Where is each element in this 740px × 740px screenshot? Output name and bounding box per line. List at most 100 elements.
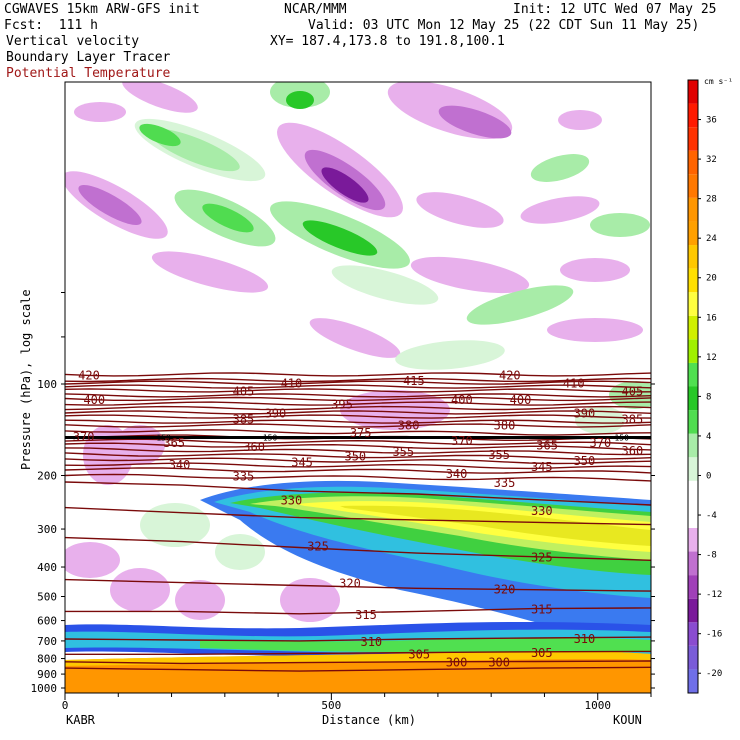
colorbar-tick-label: 16 [706,313,717,323]
colorbar-tick-label: -12 [706,590,722,600]
theta-contour-label: 390 [265,406,287,420]
y-tick-label: 800 [37,653,57,666]
theta-contour-label: 375 [350,426,372,440]
colorbar-swatch [688,433,698,458]
theta-contour-label: 310 [360,635,382,649]
colorbar-swatch [688,221,698,246]
theta-contour-line [65,660,651,665]
colorbar-swatch [688,362,698,387]
y-tick-label: 100 [37,378,57,391]
theta-contour-label: 305 [408,647,430,661]
colorbar-swatch [688,457,698,481]
theta-contour-line [65,457,651,465]
colorbar-swatch [688,527,698,552]
colorbar-swatch [688,622,698,646]
y-tick-label: 300 [37,523,57,536]
theta-contour-line [65,372,651,377]
colorbar-frame [687,79,699,694]
x-tick-label: 0 [62,699,69,712]
theta-contour-label: 340 [169,458,191,472]
colorbar-swatch [688,575,698,599]
y-tick-label: 900 [37,668,57,681]
lower-layer-green [200,637,651,652]
theta-contour-label: 410 [563,377,585,391]
colorbar-swatch [688,551,698,576]
colorbar-swatch [688,410,698,434]
theta-contour-line [65,442,651,451]
theta-contour-line [65,377,651,383]
theta-contour-label: 320 [339,577,361,591]
colorbar-swatch [688,669,698,693]
theta-contour-label: 315 [355,608,377,622]
theta-contour-label: 420 [499,368,521,382]
colorbar-swatch [688,480,698,505]
theta-contours [65,372,651,672]
theta-contour-label: 325 [307,540,329,554]
left-station-label: KABR [66,713,96,727]
theta-contour-line [65,429,651,436]
colorbar-tick-label: 20 [706,274,717,284]
model-title: CGWAVES 15km ARW-GFS init [4,2,200,17]
colorbar-swatch [688,268,698,293]
theta-contour-label: 325 [531,551,553,565]
theta-contour-label: 365 [536,438,558,452]
theta-contour-label: 370 [73,430,95,444]
colorbar-swatch [688,103,698,128]
boundary-layer-orange-edge [65,651,651,666]
colorbar-tick-label: 4 [706,432,711,442]
y-tick-label: 700 [37,635,57,648]
theta-contour-line [65,636,651,642]
colorbar-tick-label: 8 [706,392,711,402]
y-tick-label: 400 [37,561,57,574]
theta-contour-label: 300 [446,655,468,669]
theta-contour-line [65,467,651,474]
theta-contour-line [65,452,651,460]
theta-contour-label: 400 [510,393,532,407]
theta-contour-label: 405 [622,384,644,398]
theta-contour-label: 320 [494,582,516,596]
theta-contour-label: 305 [531,646,553,660]
theta-contour-line [65,506,651,526]
source-label: NCAR/MMM [284,2,347,17]
theta-contour-label: 360 [243,440,265,454]
theta-contour-line [65,462,651,470]
theta-contour-label: 310 [574,632,596,646]
colorbar-swatch [688,197,698,222]
forecast-hour: Fcst: 111 h [4,18,98,33]
x-tick-label: 500 [321,699,341,712]
colorbar-tick-label: 28 [706,195,717,205]
theta-contour-line [65,447,651,456]
theta-contour-line [65,578,651,592]
theta-contour-line [65,393,651,398]
theta-contour-label: 415 [403,374,425,388]
colorbar-tick-label: 36 [706,116,717,126]
colorbar-swatch [688,315,698,340]
theta-contour-label: 335 [494,476,516,490]
theta-contour-line [65,384,651,389]
field-vertical-velocity: Vertical velocity [6,34,140,49]
theta-contour-label: 405 [233,384,255,398]
theta-contour-label: 355 [392,445,414,459]
colorbar-swatch [688,245,698,269]
y-tick-label: 600 [37,615,57,628]
theta-contour-line [65,607,651,615]
theta-contour-label: 390 [574,406,596,420]
theta-contour-label: 360 [622,444,644,458]
theta-contour-label: 380 [494,419,516,433]
theta-contour-label: 335 [233,470,255,484]
theta-contour-line [65,666,651,672]
theta-contour-label: 385 [622,413,644,427]
colorbar-tick-label: 32 [706,155,717,165]
theta-contour-label: 400 [451,393,473,407]
colorbar-swatch [688,292,698,316]
theta-contour-label: 315 [531,603,553,617]
core-yellow [295,501,651,552]
theta-contour-line [65,650,651,655]
theta-contour-label: 370 [590,436,612,450]
theta-contour-line [65,380,651,385]
field-potential-temperature: Potential Temperature [6,66,171,81]
colorbar-tick-label: -8 [706,551,717,561]
cross-section-endpoints: XY= 187.4,173.8 to 191.8,100.1 [270,34,505,49]
